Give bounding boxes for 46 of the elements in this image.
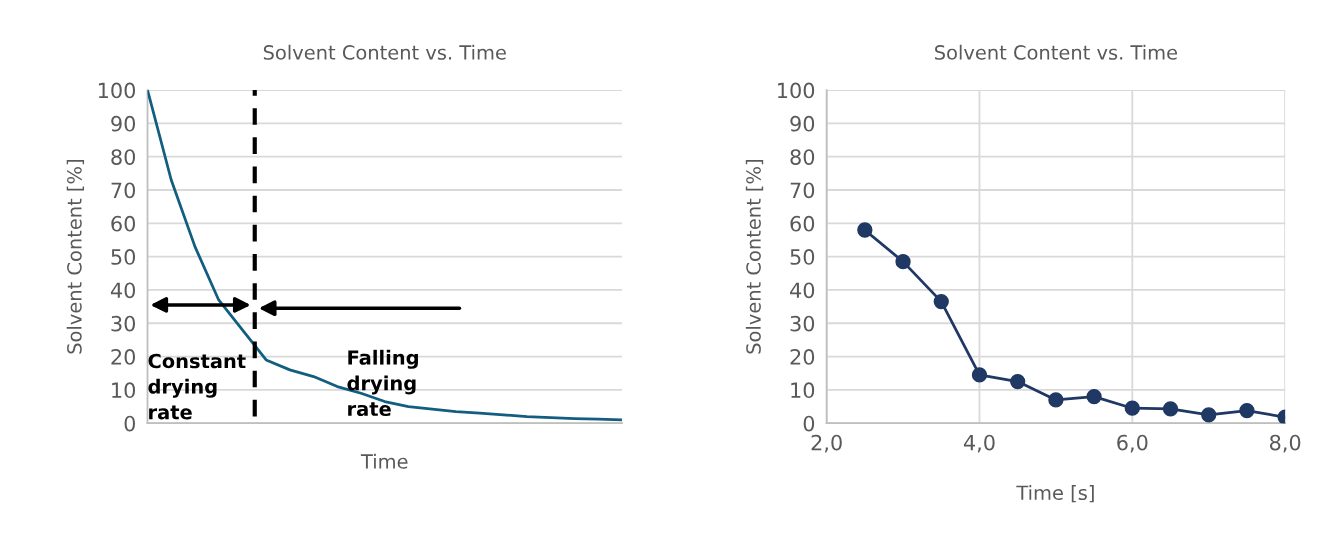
x-tick-label: 4,0: [963, 434, 995, 453]
point: [1124, 400, 1140, 416]
y-tick-label: 100: [98, 82, 136, 99]
x-tick-label: 8,0: [1269, 434, 1301, 453]
x-tick-label: 2,0: [811, 434, 842, 453]
x-axis-title: Time [s]: [1016, 485, 1094, 503]
point: [1162, 401, 1179, 417]
y-tick-label: 50: [790, 249, 815, 265]
point: [1239, 402, 1255, 419]
annotation: Falling drying rate: [347, 349, 418, 417]
y-tick-label: 80: [111, 149, 136, 165]
point: [895, 253, 911, 270]
y-tick-label: 20: [790, 349, 815, 365]
y-tick-label: 100: [778, 82, 815, 99]
y-tick-label: 10: [791, 382, 815, 399]
y-tick-label: 30: [790, 315, 815, 332]
x-axis-title: Time: [360, 453, 408, 469]
y-tick-label: 0: [803, 415, 815, 432]
point: [933, 293, 949, 310]
y-tick-label: 70: [790, 182, 815, 199]
y-tick-label: 70: [111, 182, 136, 199]
y-axis-title: Solvent Content [%]: [66, 160, 85, 354]
point: [1010, 373, 1026, 390]
point: [1201, 407, 1217, 423]
y-tick-label: 30: [111, 315, 136, 332]
line-series: [147, 90, 622, 422]
y-tick-label: 50: [111, 249, 136, 265]
chart-title: Solvent Content vs. Time: [935, 44, 1178, 60]
y-tick-label: 90: [111, 115, 136, 132]
y-tick-label: 90: [790, 115, 815, 132]
y-tick-label: 10: [112, 382, 136, 399]
y-tick-label: 0: [124, 415, 136, 432]
y-tick-label: 60: [790, 215, 815, 232]
y-tick-label: 40: [110, 282, 136, 299]
point: [1048, 392, 1064, 408]
x-tick-label: 6,0: [1117, 434, 1148, 453]
chart-title: Solvent Content vs. Time: [263, 44, 506, 60]
y-tick-label: 40: [790, 282, 815, 299]
annotation: Constant drying rate: [148, 353, 246, 420]
y-tick-label: 20: [111, 349, 136, 365]
point: [971, 367, 988, 383]
point: [857, 222, 873, 238]
y-tick-label: 80: [790, 149, 815, 165]
point: [1086, 388, 1102, 405]
y-axis-title: Solvent Content [%]: [745, 160, 764, 354]
y-tick-label: 60: [111, 215, 136, 232]
